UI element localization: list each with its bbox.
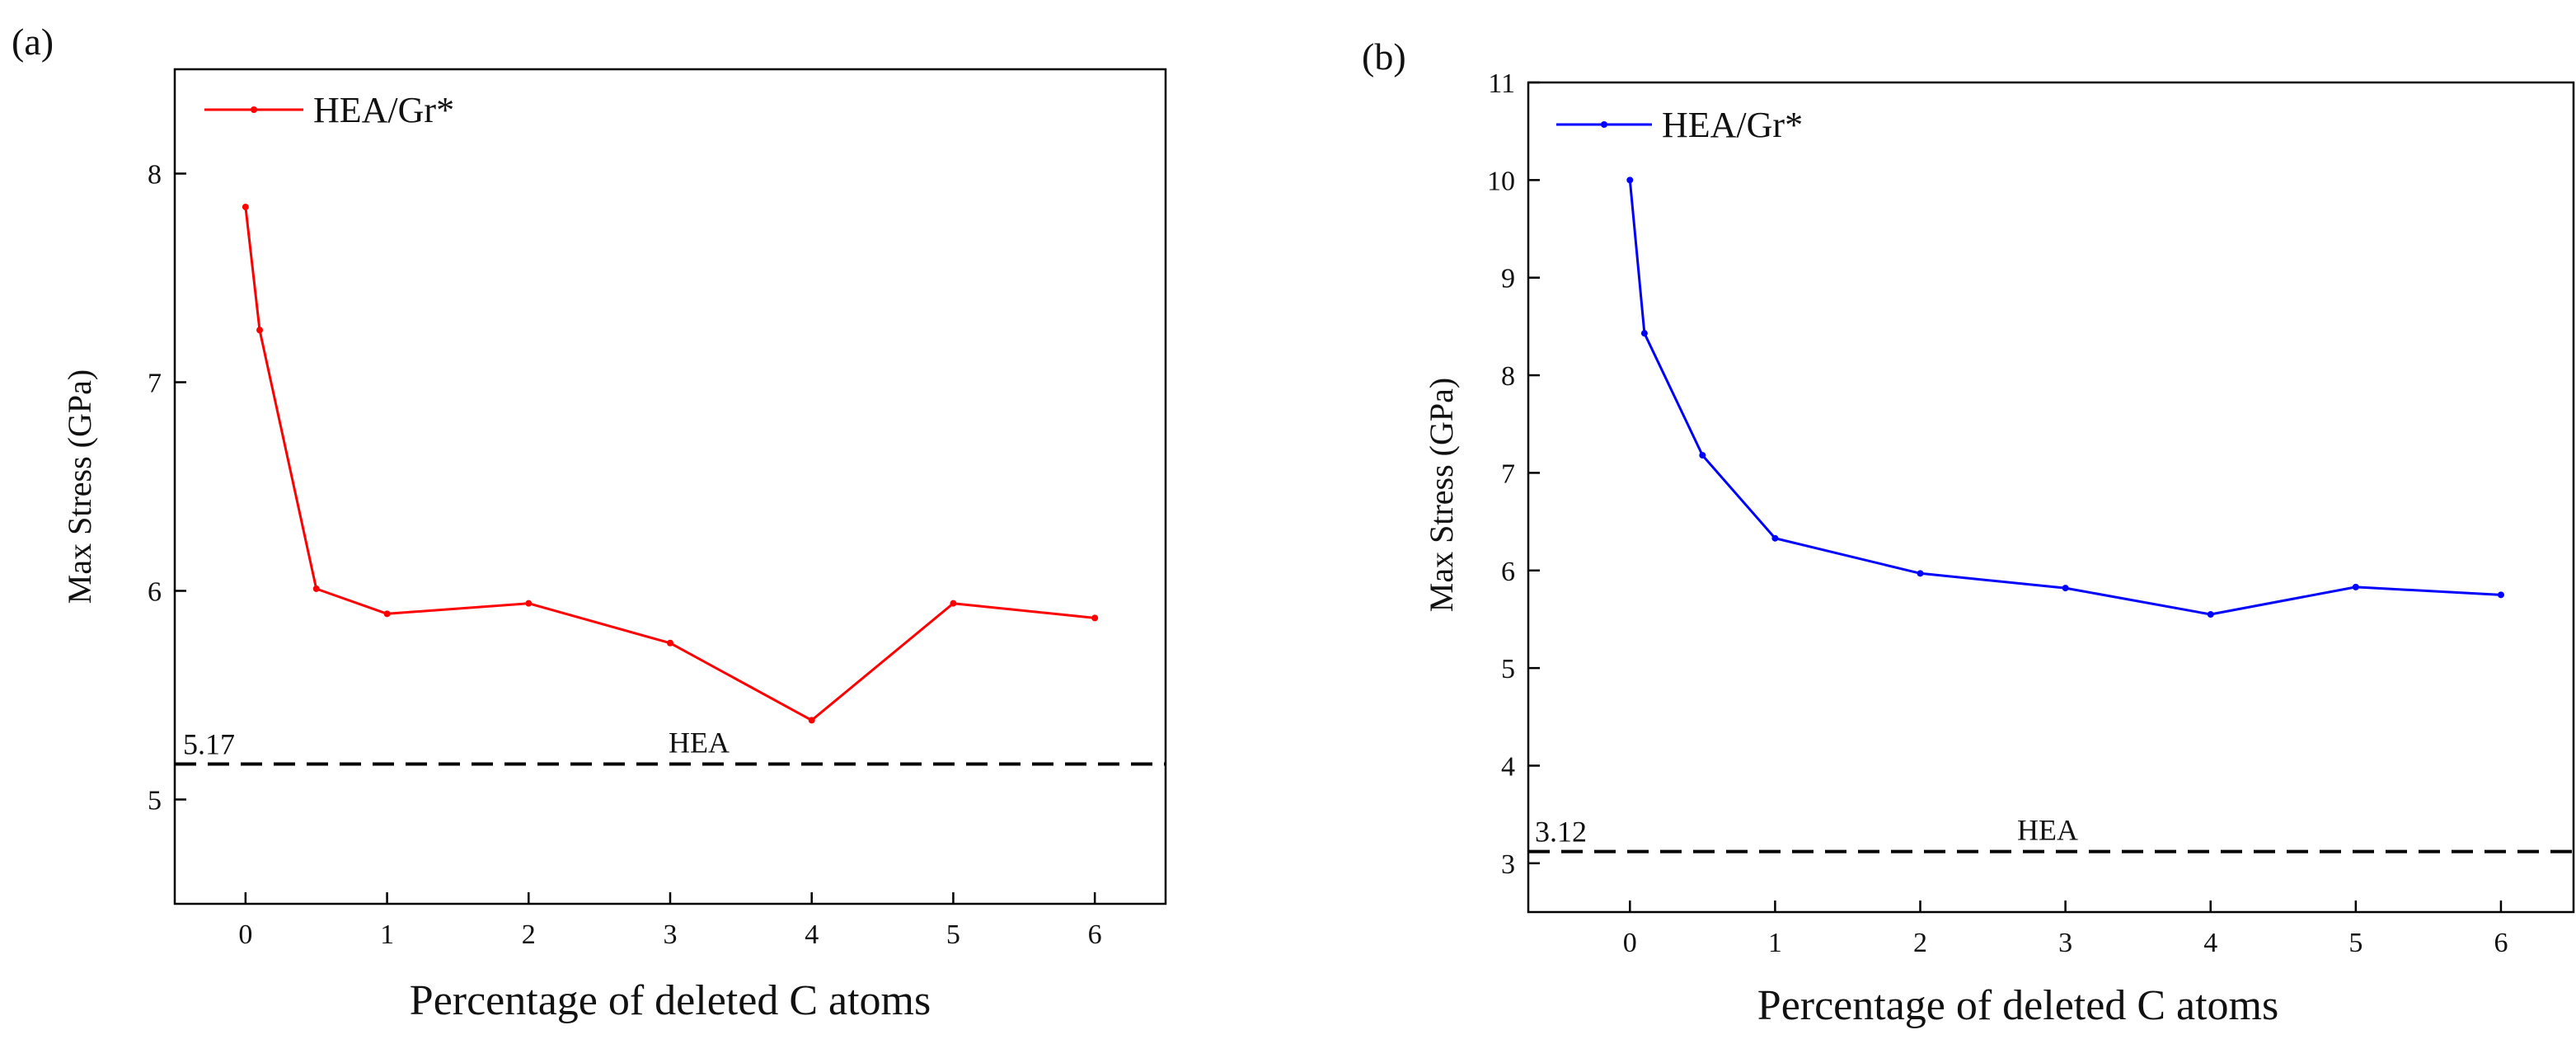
data-point — [525, 600, 533, 607]
y-tick-label: 5 — [1501, 654, 1515, 684]
x-tick-label: 6 — [2494, 928, 2508, 958]
reference-name-label-b: HEA — [2017, 814, 2078, 847]
axis-ticks-a: 0 1 2 3 4 5 6 5 6 7 8 — [148, 160, 1102, 951]
data-point — [1917, 570, 1924, 577]
x-tick-label: 4 — [805, 919, 819, 950]
y-tick-label: 9 — [1501, 264, 1515, 294]
x-tick-label: 6 — [1088, 919, 1102, 950]
x-tick-label: 3 — [2058, 928, 2072, 958]
axis-ticks-b: 0 1 2 3 4 5 6 3 4 5 6 7 8 9 10 11 — [1487, 68, 2508, 958]
x-tick-label: 5 — [946, 919, 960, 950]
series-group-b — [1626, 176, 2504, 618]
plot-frame-a — [173, 68, 1167, 905]
legend-a: HEA/Gr* — [204, 90, 454, 130]
legend-marker-b — [1601, 121, 1607, 128]
reference-value-label-a: 5.17 — [183, 727, 235, 760]
y-tick-label: 4 — [1501, 751, 1515, 782]
reference-line-a: 5.17 HEA — [175, 726, 1166, 766]
series-line-0 — [1628, 180, 2501, 616]
data-point — [667, 639, 673, 647]
y-axis-title-a: Max Stress (GPa) — [61, 369, 98, 604]
legend-label-a: HEA/Gr* — [313, 90, 454, 130]
data-point — [312, 585, 320, 592]
y-tick-label: 8 — [148, 160, 162, 190]
data-point — [1640, 330, 1648, 337]
data-point — [256, 327, 264, 334]
data-point — [383, 610, 391, 618]
y-axis-title-b: Max Stress (GPa) — [1423, 378, 1460, 612]
x-axis-title-a: Percentage of deleted C atoms — [410, 977, 931, 1024]
panel-label-b: (b) — [1362, 35, 1406, 78]
series-group-a — [242, 203, 1099, 724]
x-tick-label: 1 — [380, 919, 394, 950]
data-point — [1699, 452, 1706, 459]
data-point — [2062, 585, 2069, 592]
data-point — [2207, 611, 2214, 618]
y-tick-label: 8 — [1501, 361, 1515, 392]
x-tick-label: 0 — [238, 919, 252, 950]
y-tick-label: 7 — [148, 369, 162, 399]
data-point — [808, 717, 815, 724]
legend-marker-a — [251, 106, 257, 113]
x-axis-title-b: Percentage of deleted C atoms — [1757, 982, 2278, 1029]
reference-value-label-b: 3.12 — [1535, 816, 1587, 849]
x-tick-label: 1 — [1768, 928, 1782, 958]
data-point — [1626, 176, 1634, 184]
y-tick-label: 6 — [148, 577, 162, 608]
y-tick-label: 6 — [1501, 557, 1515, 587]
y-tick-label: 3 — [1501, 849, 1515, 880]
x-tick-label: 2 — [522, 919, 536, 950]
data-point — [950, 600, 957, 607]
data-point — [2352, 583, 2359, 590]
reference-line-b: 3.12 HEA — [1528, 814, 2574, 854]
data-point — [1091, 614, 1099, 622]
data-point — [1771, 534, 1779, 542]
y-tick-label: 7 — [1501, 459, 1515, 489]
data-point — [242, 203, 249, 210]
x-tick-label: 2 — [1913, 928, 1927, 958]
y-tick-label: 11 — [1488, 68, 1515, 99]
y-tick-label: 10 — [1487, 166, 1515, 196]
x-tick-label: 4 — [2203, 928, 2217, 958]
chart-panel-a: (a) 0 1 2 3 4 5 6 5 6 7 8 5.17 HEA HEA/Gr* Max Str… — [12, 21, 1167, 1024]
legend-b: HEA/Gr* — [1556, 105, 1803, 145]
y-tick-label: 5 — [148, 786, 162, 816]
x-tick-label: 3 — [664, 919, 678, 950]
panel-label-a: (a) — [12, 21, 54, 63]
reference-name-label-a: HEA — [669, 726, 730, 759]
plot-frame-b — [1527, 81, 2575, 914]
x-tick-label: 0 — [1623, 928, 1637, 958]
x-tick-label: 5 — [2348, 928, 2363, 958]
data-point — [2497, 591, 2504, 599]
legend-label-b: HEA/Gr* — [1662, 105, 1803, 145]
